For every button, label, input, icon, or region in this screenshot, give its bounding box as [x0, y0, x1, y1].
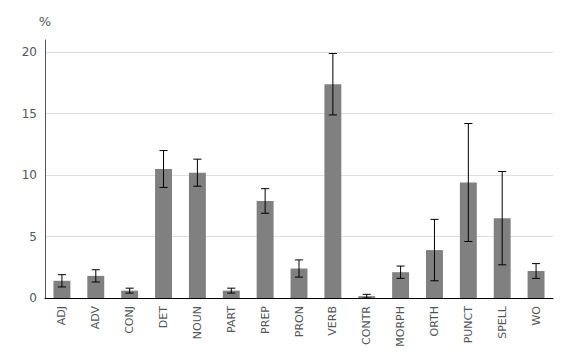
svg-text:PREP: PREP: [259, 306, 272, 334]
svg-text:20: 20: [22, 45, 37, 59]
svg-text:PRON: PRON: [293, 306, 306, 337]
svg-text:DET: DET: [157, 306, 170, 328]
svg-text:PUNCT: PUNCT: [462, 306, 475, 344]
svg-text:CONTR: CONTR: [360, 306, 373, 345]
svg-text:10: 10: [22, 168, 37, 182]
svg-text:%: %: [39, 14, 51, 29]
svg-text:ORTH: ORTH: [428, 306, 441, 337]
svg-text:PART: PART: [225, 306, 238, 333]
svg-text:CONJ: CONJ: [123, 306, 136, 334]
svg-text:MORPH: MORPH: [394, 306, 407, 347]
svg-text:0: 0: [29, 291, 37, 305]
svg-text:ADJ: ADJ: [55, 306, 68, 325]
svg-text:NOUN: NOUN: [191, 306, 204, 339]
svg-text:5: 5: [29, 230, 37, 244]
svg-text:ADV: ADV: [89, 306, 102, 330]
svg-text:VERB: VERB: [326, 306, 339, 336]
svg-text:15: 15: [22, 107, 37, 121]
svg-text:WO: WO: [530, 306, 543, 326]
svg-text:SPELL: SPELL: [496, 305, 509, 339]
